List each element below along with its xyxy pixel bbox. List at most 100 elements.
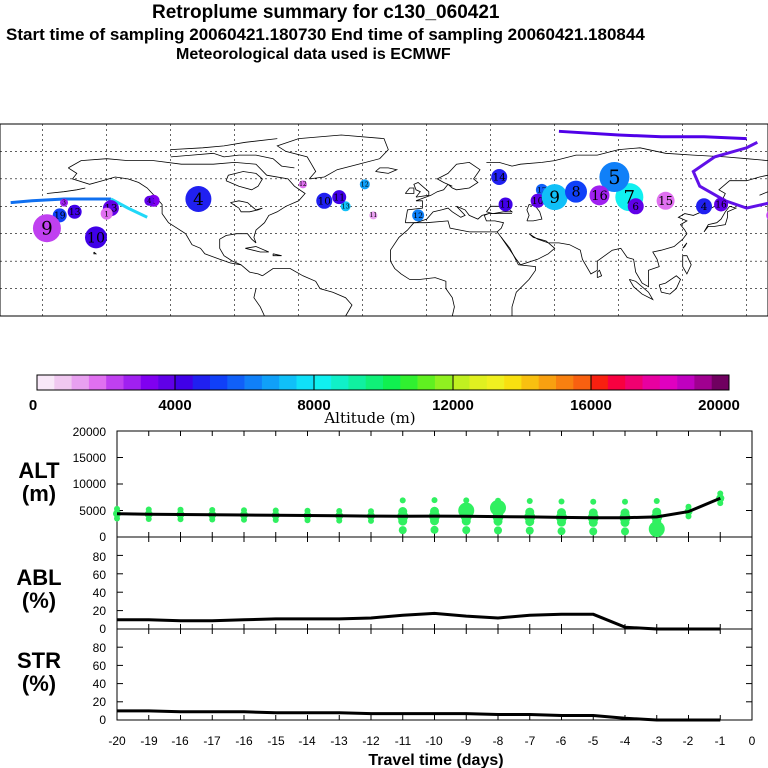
coastline-segment [404, 187, 415, 194]
map-graticule [0, 124, 768, 317]
altitude-spread-dot [430, 525, 439, 534]
altitude-spread-dot [430, 506, 439, 516]
str-ylabel: STR [17, 648, 61, 673]
abl-ytick: 0 [99, 622, 106, 636]
colorbar-swatch [365, 375, 384, 390]
plume-marker-label: 15 [658, 194, 673, 208]
coastline-segment [628, 279, 654, 301]
plume-marker-label: 4 [193, 189, 204, 209]
altitude-spread-dot [685, 503, 692, 510]
plume-marker [100, 207, 113, 220]
altitude-spread-dot [589, 527, 598, 536]
altitude-colorbar [36, 374, 730, 391]
colorbar-tick: 20000 [698, 397, 740, 414]
str-ylabel-unit: (%) [22, 671, 56, 696]
str-ytick: 80 [93, 641, 107, 655]
coastline-segment [93, 251, 98, 255]
altitude-spread-dot [525, 507, 535, 517]
colorbar-swatch [573, 375, 591, 390]
track-line [110, 197, 148, 219]
colorbar-swatch [313, 375, 332, 390]
plume-marker [340, 201, 351, 212]
colorbar-swatch [140, 375, 159, 390]
altitude-spread-dot [209, 506, 216, 513]
coastline-segment [46, 187, 86, 194]
plume-marker-label: 3 [62, 199, 66, 206]
map-frame [0, 123, 768, 317]
plume-marker-label: 6 [632, 201, 639, 213]
coastline-segment [596, 269, 603, 278]
met-data-source: Meteorological data used is ECMWF [176, 46, 451, 63]
altitude-spread-dot [368, 508, 374, 515]
altitude-spread-dot [458, 502, 475, 519]
plume-marker [144, 195, 155, 206]
coastline-segment [703, 205, 738, 233]
coastline-segment [759, 191, 768, 196]
plume-marker [85, 226, 107, 249]
altitude-spread-dot [648, 521, 665, 538]
coastline-segment [390, 260, 455, 317]
plume-marker-label: 16 [591, 189, 608, 204]
colorbar-swatch [123, 375, 142, 390]
world-map: 1434131311910111213121412111098756161541… [0, 123, 768, 317]
altitude-spread-dot [398, 526, 407, 535]
x-tick: -16 [171, 734, 189, 748]
colorbar-tick-labels: 0 4000 8000 12000 16000 20000 [29, 397, 740, 414]
colorbar-swatch [279, 375, 297, 390]
plume-marker-label: 9 [549, 187, 560, 207]
alt-ytick: 20000 [73, 425, 107, 439]
plume-marker [332, 190, 347, 205]
colorbar-swatch [642, 375, 661, 390]
str-ytick: 0 [99, 713, 106, 727]
panel-lines [116, 496, 721, 722]
altitude-spread-dot [652, 507, 662, 517]
altitude-spread-dot [590, 498, 597, 505]
plume-marker-label: 4 [147, 197, 151, 205]
altitude-spread-dot [588, 508, 598, 518]
colorbar-swatch [677, 375, 695, 390]
plume-marker-label: 5 [608, 166, 620, 189]
abl-ytick: 40 [93, 586, 107, 600]
plume-marker-label: 19 [54, 212, 66, 222]
altitude-spread-dot [398, 507, 408, 517]
plume-marker-label: 12 [299, 181, 307, 188]
colorbar-swatch [331, 375, 349, 390]
plume-marker-label: 10 [318, 195, 331, 207]
axis-ticks [116, 430, 753, 721]
coastlines [46, 134, 768, 317]
x-tick: -10 [425, 734, 443, 748]
coastline-segment [245, 246, 269, 253]
colorbar-swatch [659, 375, 678, 390]
x-tick: -11 [395, 734, 412, 748]
colorbar-swatch [261, 375, 280, 390]
page-title: Retroplume summary for c130_060421 [152, 2, 500, 23]
series-line [117, 709, 721, 722]
x-tick: -17 [203, 734, 221, 748]
plume-marker [599, 162, 630, 193]
x-tick: -20 [108, 734, 126, 748]
coastline-segment [276, 134, 389, 180]
coastline-segment [170, 138, 278, 150]
altitude-spread-dot [241, 507, 247, 514]
plume-marker [656, 191, 675, 210]
colorbar-swatch [625, 375, 643, 390]
altitude-spread-dot [490, 499, 506, 516]
altitude-spread-dot [526, 497, 533, 504]
plume-marker [298, 180, 307, 189]
colorbar-swatch [106, 375, 124, 390]
coastline-segment [389, 220, 536, 316]
str-ytick: 60 [93, 659, 107, 673]
colorbar-swatch [244, 375, 263, 390]
plume-marker [412, 209, 425, 222]
plume-marker [67, 204, 82, 219]
x-tick: -8 [493, 734, 504, 748]
colorbar-tick: 16000 [570, 397, 612, 414]
colorbar-swatch [348, 375, 366, 390]
plume-marker-label: 4 [701, 201, 708, 213]
altitude-spread-dot [145, 506, 152, 513]
series-line [117, 611, 721, 631]
altitude-spread-dot [431, 497, 438, 504]
plume-marker-label: 7 [624, 187, 636, 208]
x-tick: -19 [140, 734, 158, 748]
plume-marker [491, 169, 508, 186]
